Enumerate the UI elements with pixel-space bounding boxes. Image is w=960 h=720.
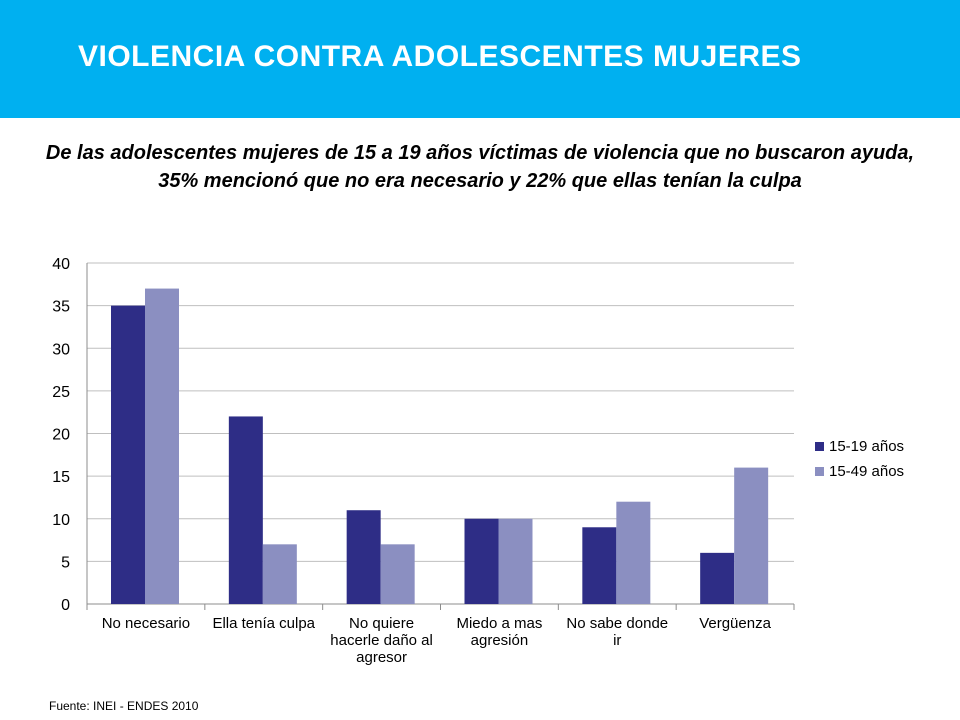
bar-series-2	[616, 501, 651, 604]
x-category-label: No necesario	[102, 615, 190, 632]
bar-series-2	[498, 518, 533, 604]
x-category-label: Miedo a mas agresión	[456, 615, 542, 649]
x-category-label: No quiere hacerle daño al agresor	[330, 615, 433, 666]
slide-subtitle: De las adolescentes mujeres de 15 a 19 a…	[45, 142, 915, 192]
y-tick-label: 15	[52, 469, 70, 486]
legend-swatch	[815, 467, 824, 476]
slide-title: VIOLENCIA CONTRA ADOLESCENTES MUJERES	[78, 40, 802, 73]
x-category-label: Vergüenza	[699, 615, 771, 632]
y-tick-label: 5	[61, 554, 70, 571]
legend-label: 15-19 años	[829, 438, 904, 455]
y-tick-label: 40	[52, 256, 70, 273]
header-band	[0, 0, 960, 118]
legend-swatch	[815, 442, 824, 451]
bar-series-2	[380, 544, 415, 604]
bar-series-1	[228, 416, 263, 604]
y-tick-label: 20	[52, 427, 70, 444]
y-tick-label: 35	[52, 299, 70, 316]
x-category-label: No sabe donde ir	[566, 615, 668, 649]
bar-series-1	[111, 305, 145, 604]
y-tick-label: 10	[52, 512, 70, 529]
bar-series-1	[464, 518, 499, 604]
y-tick-label: 25	[52, 384, 70, 401]
legend-label: 15-49 años	[829, 463, 904, 480]
y-tick-label: 30	[52, 341, 70, 358]
y-tick-label: 0	[61, 597, 70, 614]
bar-series-2	[145, 288, 179, 604]
bar-series-1	[346, 510, 381, 604]
bar-series-1	[582, 527, 617, 604]
bar-series-1	[700, 552, 735, 604]
bar-series-2	[734, 467, 769, 604]
source-note: Fuente: INEI - ENDES 2010	[49, 699, 199, 713]
bar-series-2	[262, 544, 297, 604]
x-category-label: Ella tenía culpa	[212, 615, 315, 632]
